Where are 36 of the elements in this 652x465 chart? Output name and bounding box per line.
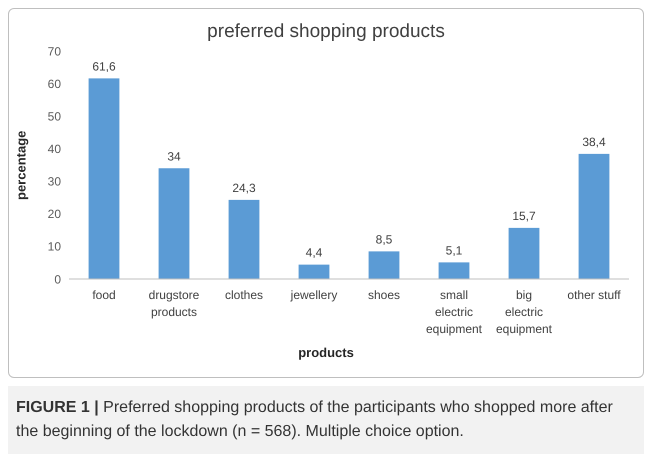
y-axis-title: percentage <box>14 130 29 200</box>
y-tick-label: 10 <box>48 240 62 254</box>
x-tick-label: shoes <box>368 288 400 302</box>
data-label: 38,4 <box>582 134 606 149</box>
bar <box>158 168 190 279</box>
y-tick-label: 60 <box>48 76 62 91</box>
y-tick-label: 70 <box>48 44 62 58</box>
x-tick-label: clothes <box>224 288 264 302</box>
y-tick-label: 30 <box>48 174 62 189</box>
data-label: 24,3 <box>232 180 256 195</box>
x-tick-label: other stuff <box>567 288 622 302</box>
bar <box>88 78 120 279</box>
y-tick-label: 0 <box>54 272 62 286</box>
x-axis-title: products <box>297 345 355 360</box>
y-tick-label: 40 <box>48 142 62 156</box>
data-label: 8,5 <box>376 232 393 246</box>
bar <box>438 262 470 279</box>
bar <box>368 251 400 279</box>
bar <box>578 154 610 279</box>
data-label: 5,1 <box>446 243 463 258</box>
chart-title: preferred shopping products <box>206 21 446 43</box>
bar <box>298 264 330 279</box>
y-tick-label: 20 <box>48 207 62 222</box>
data-label: 61,6 <box>92 59 116 74</box>
x-tick-label: jewellery <box>290 288 338 302</box>
bar <box>228 200 260 279</box>
caption: FIGURE 1 | Preferred shopping products of the participants who shopped more after the beginning of the lockdown (n = 568). Multiple choice option. <box>8 386 644 454</box>
x-tick-label: food <box>92 288 116 302</box>
x-tick-label: small electric equipment <box>426 288 483 336</box>
x-tick-label: big electric equipment <box>496 288 553 336</box>
data-label: 34 <box>167 149 181 164</box>
data-label: 15,7 <box>512 208 536 223</box>
data-label: 4,4 <box>306 246 323 260</box>
x-tick-label: drugstore products <box>148 288 200 319</box>
y-tick-label: 50 <box>48 109 62 124</box>
bar <box>508 228 540 279</box>
